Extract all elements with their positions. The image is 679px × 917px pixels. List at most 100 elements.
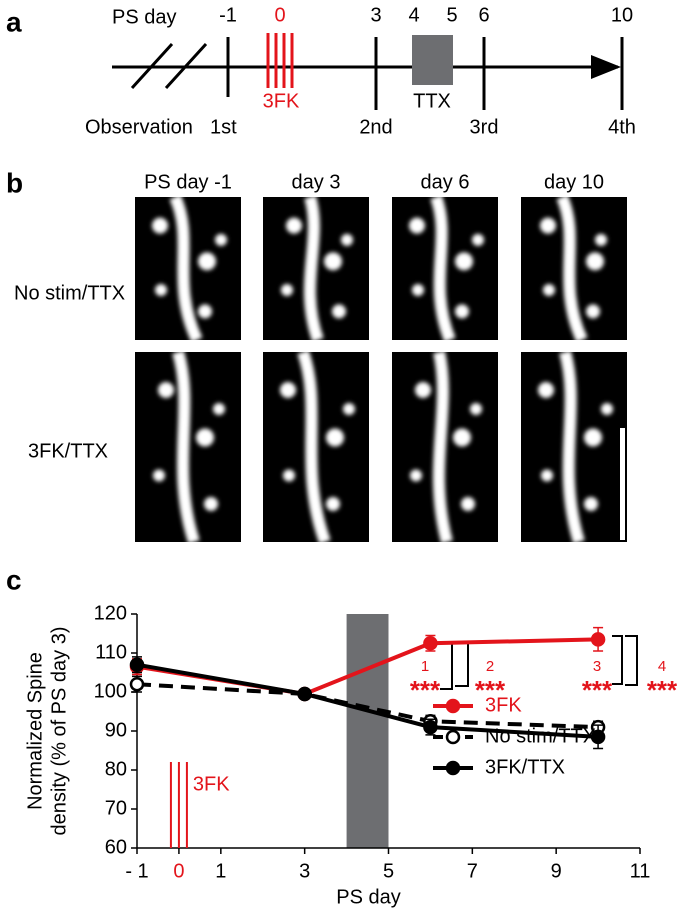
- day-label: 3: [370, 4, 381, 26]
- y-tick-label: 80: [105, 758, 127, 780]
- x-axis-title: PS day: [336, 886, 400, 908]
- sig-number: 1: [421, 658, 429, 675]
- x-tick-label: 0: [173, 860, 184, 882]
- scale-bar: [620, 428, 625, 540]
- spine: [586, 252, 604, 271]
- observation-label: 4th: [608, 116, 636, 138]
- dendrite-shaft: [432, 350, 453, 544]
- marker: [129, 657, 145, 672]
- spine: [215, 233, 227, 246]
- y-tick-label: 110: [95, 641, 127, 663]
- x-tick-label: 9: [551, 860, 562, 882]
- dendrite-shaft: [169, 194, 203, 343]
- x-tick-label: 3: [299, 860, 310, 882]
- marker: [423, 636, 438, 651]
- y-tick-label: 120: [94, 602, 127, 624]
- spine: [472, 233, 484, 246]
- observation-label: 2nd: [359, 116, 392, 138]
- bracket: [612, 635, 623, 685]
- y-tick-label: 70: [105, 797, 127, 819]
- spine: [152, 217, 168, 234]
- spine: [586, 304, 600, 319]
- observation-label: 3rd: [470, 116, 499, 138]
- dendrite: [281, 195, 353, 342]
- dendrite-shaft: [172, 350, 200, 544]
- stim-label: 3FK: [193, 773, 230, 795]
- series-line: [136, 682, 599, 730]
- brackets: [440, 635, 638, 690]
- spine: [470, 403, 482, 415]
- x-tick-label: 11: [630, 860, 651, 882]
- y-tick-label: 60: [105, 836, 127, 858]
- row-label: 3FK/TTX: [28, 440, 108, 462]
- observation-label: 1st: [210, 116, 237, 138]
- spine: [341, 233, 353, 246]
- spine: [326, 428, 344, 447]
- panel-label: a: [6, 6, 22, 37]
- legend-label: 3FK: [485, 694, 522, 716]
- spine: [343, 403, 355, 415]
- series-line: [136, 662, 599, 739]
- stimulus-label: 3FK: [263, 90, 300, 112]
- marker: [423, 719, 438, 735]
- y-tick-label: 100: [94, 680, 127, 702]
- legend-label: 3FK/TTX: [485, 756, 565, 778]
- x-tick-label: 7: [467, 860, 478, 882]
- marker: [590, 729, 606, 745]
- y-tick-label: 90: [105, 719, 127, 741]
- column-label: PS day -1: [144, 171, 232, 193]
- spine: [584, 428, 602, 447]
- spine: [540, 217, 556, 234]
- spine: [584, 497, 598, 511]
- spine: [415, 382, 431, 398]
- observation-title: Observation: [85, 116, 193, 138]
- legend-marker: [445, 729, 461, 745]
- marker: [297, 686, 312, 702]
- legend-marker: [445, 760, 461, 776]
- spine: [204, 497, 218, 511]
- dendrite-shaft: [303, 195, 324, 342]
- bracket: [455, 642, 469, 687]
- dendrite: [538, 350, 613, 544]
- x-tick-label: 5: [383, 860, 394, 882]
- sig-number: 3: [593, 658, 601, 675]
- timeline-title: PS day: [112, 6, 176, 28]
- dendrite: [410, 350, 482, 544]
- spine: [412, 283, 424, 296]
- dendrite-shaft: [556, 194, 588, 343]
- dendrite: [540, 194, 607, 343]
- bracket: [625, 635, 638, 686]
- spine: [409, 217, 425, 234]
- sig-stars: ***: [410, 675, 441, 705]
- dendrite: [409, 194, 484, 343]
- marker: [129, 676, 145, 692]
- spine: [543, 283, 555, 296]
- bracket: [440, 642, 453, 690]
- spine: [286, 217, 302, 234]
- spine: [538, 382, 554, 398]
- sig-stars: ***: [475, 675, 506, 705]
- spine: [461, 497, 475, 511]
- spine: [196, 428, 214, 447]
- x-tick-label: - 1: [125, 860, 148, 882]
- dendrite: [280, 350, 355, 545]
- spine: [324, 252, 342, 271]
- column-label: day 3: [292, 171, 341, 193]
- spine: [198, 304, 212, 319]
- spine: [283, 469, 295, 482]
- dendrite: [152, 194, 227, 343]
- panel-label: b: [6, 167, 23, 198]
- spine: [158, 382, 174, 398]
- column-label: day 10: [544, 171, 604, 193]
- panel-label: c: [6, 564, 22, 595]
- spine: [455, 252, 473, 271]
- day-label: 10: [611, 4, 633, 26]
- spine: [455, 304, 469, 319]
- dendrite-shaft: [559, 350, 585, 544]
- day-label: -1: [219, 4, 237, 26]
- shaded-period: [346, 614, 389, 848]
- legend-marker: [445, 698, 461, 714]
- x-tick-label: 1: [215, 860, 226, 882]
- spine: [410, 469, 422, 482]
- spine: [153, 469, 165, 482]
